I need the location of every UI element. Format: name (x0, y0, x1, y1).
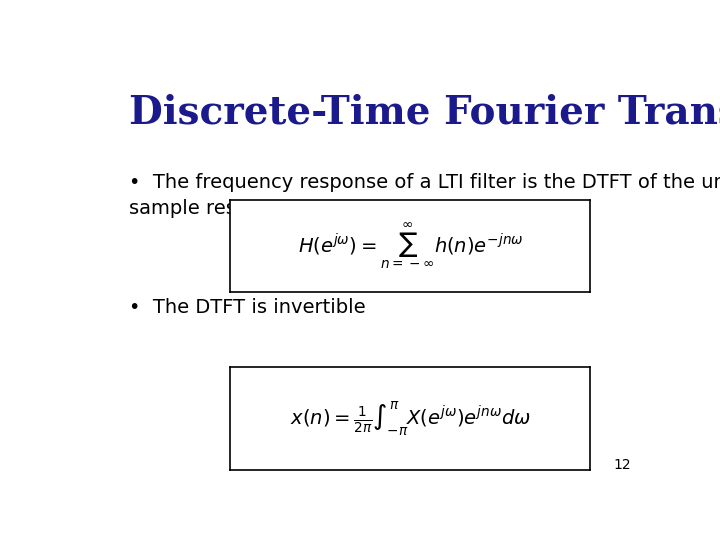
Text: Discrete-Time Fourier Transform: Discrete-Time Fourier Transform (129, 94, 720, 132)
Text: •  The DTFT is invertible: • The DTFT is invertible (129, 298, 366, 316)
Text: 12: 12 (613, 458, 631, 472)
Text: $x(n) = \frac{1}{2\pi} \int_{-\pi}^{\pi} X(e^{j\omega})e^{jn\omega}d\omega$: $x(n) = \frac{1}{2\pi} \int_{-\pi}^{\pi}… (290, 400, 531, 437)
Text: $H(e^{j\omega}) = \sum_{n=-\infty}^{\infty} h(n)e^{-jn\omega}$: $H(e^{j\omega}) = \sum_{n=-\infty}^{\inf… (297, 220, 523, 271)
Text: •  The frequency response of a LTI filter is the DTFT of the unit
sample respons: • The frequency response of a LTI filter… (129, 173, 720, 218)
